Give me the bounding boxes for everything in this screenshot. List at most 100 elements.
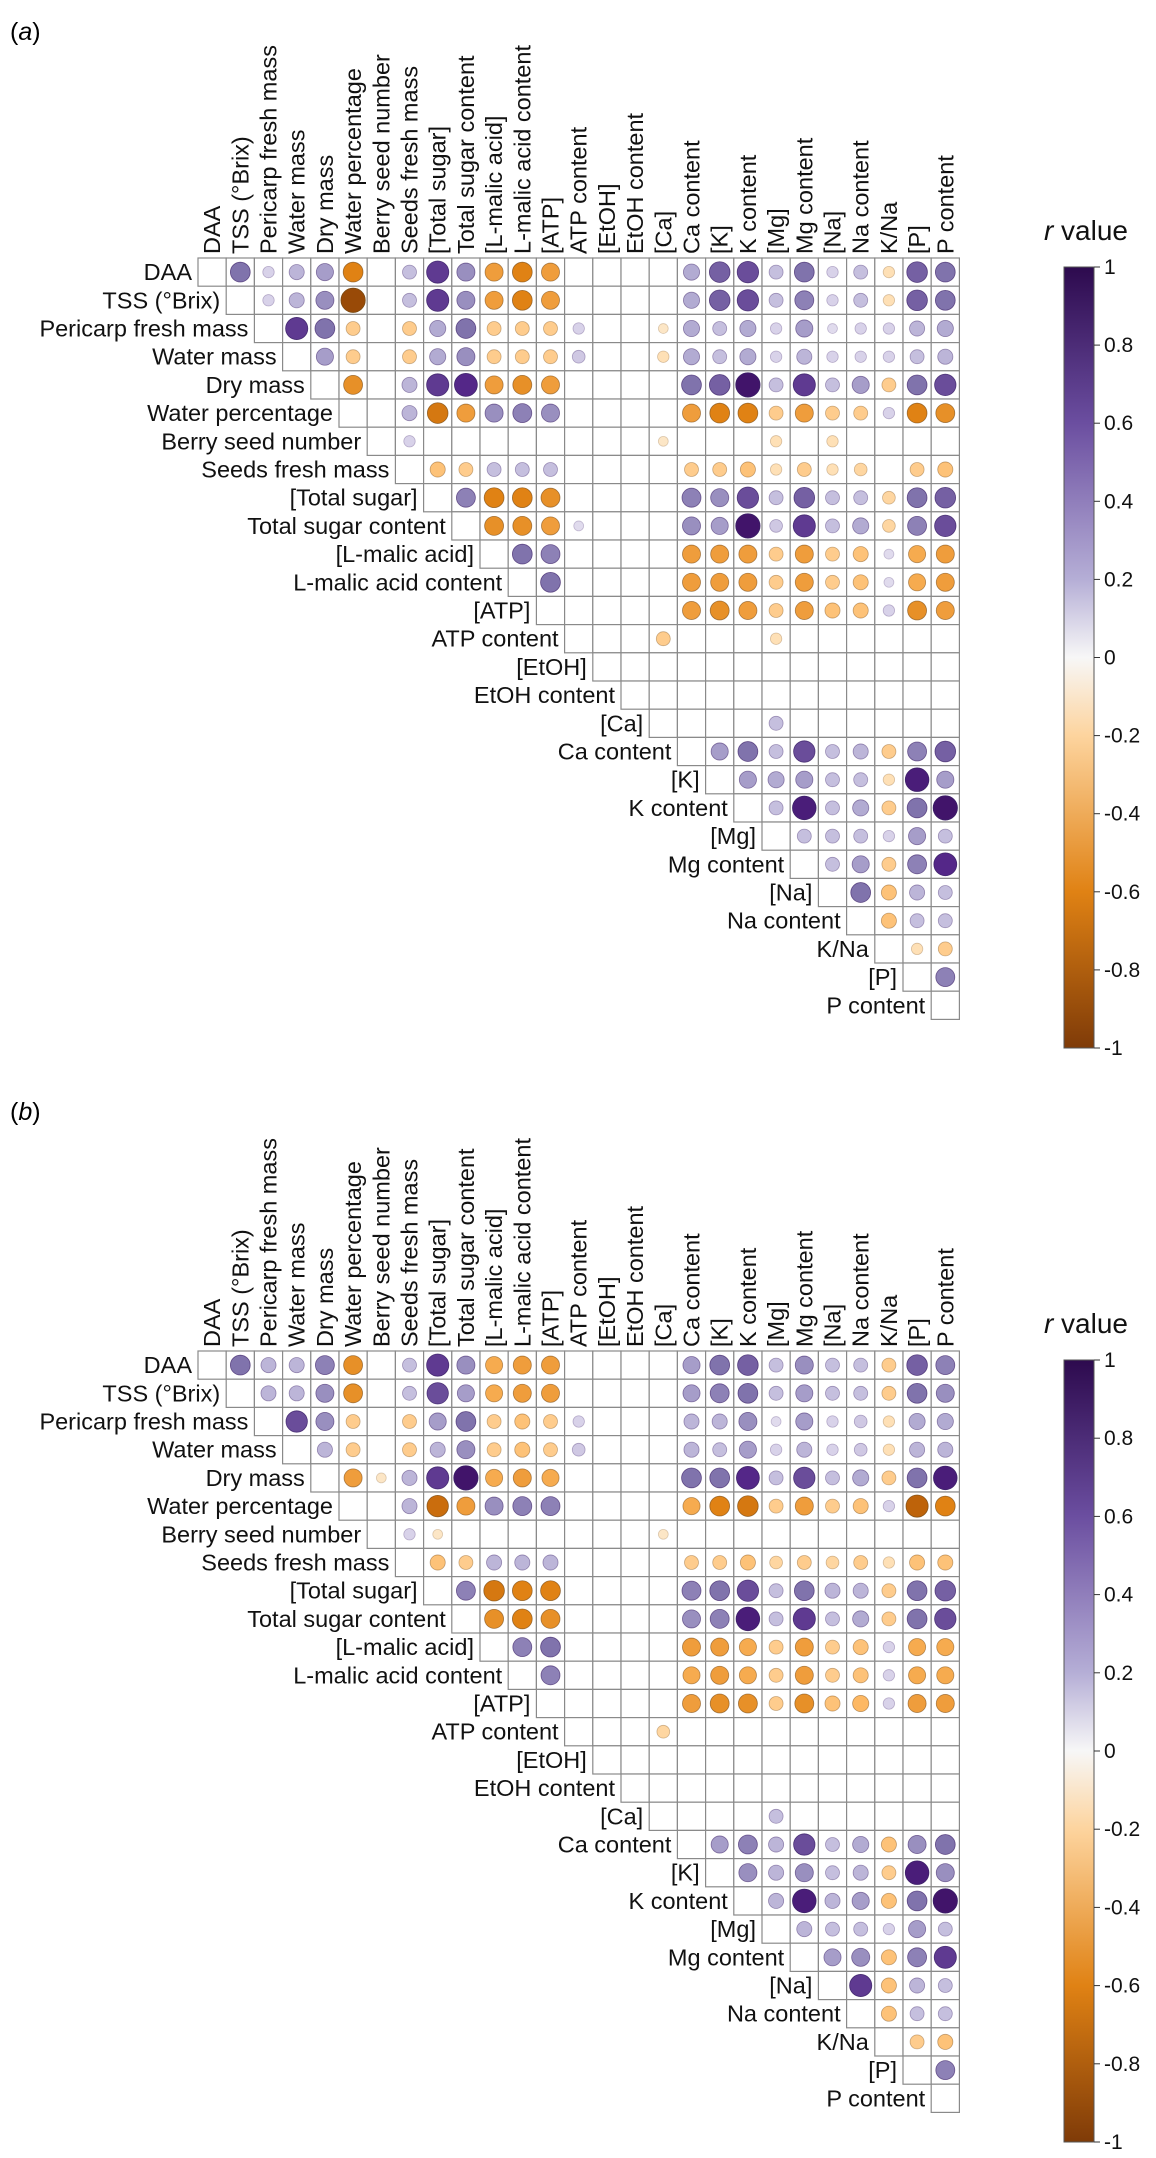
colorbar-tick-label: 1 bbox=[1104, 256, 1116, 279]
column-label: Water percentage bbox=[340, 68, 366, 254]
correlation-dot bbox=[853, 1442, 868, 1457]
correlation-dot bbox=[793, 1466, 816, 1490]
correlation-dot bbox=[906, 1382, 928, 1404]
correlation-dot bbox=[768, 546, 784, 562]
matrix-cell bbox=[648, 1632, 679, 1662]
correlation-dot bbox=[402, 1414, 417, 1429]
correlation-dot bbox=[681, 1580, 702, 1601]
correlation-dot bbox=[735, 513, 761, 539]
matrix-cell bbox=[733, 708, 763, 739]
column-label: Mg content bbox=[791, 137, 817, 254]
matrix-cell bbox=[676, 680, 707, 710]
correlation-dot bbox=[710, 742, 729, 761]
matrix-cell bbox=[845, 1998, 876, 2029]
correlation-dot bbox=[853, 772, 869, 788]
correlation-dot bbox=[826, 463, 839, 476]
row-label: P content bbox=[826, 2085, 925, 2111]
correlation-dot bbox=[288, 1385, 305, 1402]
panel-b: (b) DAA TSS (°Brix) Pericarp fresh mass Wat… bbox=[10, 1098, 1141, 2154]
matrix-cell bbox=[761, 1773, 791, 1803]
correlation-dot bbox=[429, 1554, 446, 1571]
matrix-cell bbox=[563, 1519, 594, 1549]
correlation-dot bbox=[937, 2006, 953, 2022]
correlation-dot bbox=[657, 350, 670, 363]
correlation-dot bbox=[540, 571, 561, 593]
correlation-dot bbox=[825, 1611, 840, 1627]
matrix-cell bbox=[648, 1773, 679, 1803]
matrix-cell bbox=[930, 2083, 961, 2113]
column-label: Ca content bbox=[679, 1233, 705, 1347]
correlation-dot bbox=[345, 321, 361, 336]
matrix-cell bbox=[930, 426, 961, 457]
correlation-dot bbox=[511, 1580, 533, 1602]
matrix-cell bbox=[592, 1434, 622, 1465]
correlation-dot bbox=[571, 349, 586, 364]
correlation-dot bbox=[710, 1835, 729, 1854]
correlation-dot bbox=[909, 320, 926, 337]
matrix-cell bbox=[733, 793, 763, 823]
correlation-dot bbox=[825, 1865, 840, 1881]
matrix-cell bbox=[620, 1434, 650, 1465]
matrix-cell bbox=[733, 1519, 763, 1549]
matrix-cell bbox=[648, 1434, 679, 1465]
correlation-dot bbox=[882, 1556, 896, 1569]
matrix-cell bbox=[733, 426, 763, 457]
correlation-dot bbox=[484, 516, 504, 536]
row-label: [Total sugar] bbox=[290, 1578, 418, 1604]
correlation-dot bbox=[456, 347, 476, 367]
correlation-dot bbox=[882, 1640, 896, 1654]
correlation-dot bbox=[906, 1608, 928, 1630]
correlation-dot bbox=[315, 263, 334, 282]
correlation-dot bbox=[906, 1354, 928, 1376]
colorbar-tick-label: -0.6 bbox=[1104, 881, 1140, 904]
correlation-dot bbox=[543, 462, 558, 477]
row-label: DAA bbox=[144, 259, 193, 285]
correlation-dot bbox=[824, 602, 841, 619]
correlation-dot bbox=[541, 403, 560, 423]
correlation-dot bbox=[934, 261, 956, 283]
matrix-cell bbox=[676, 1829, 707, 1860]
correlation-dot bbox=[792, 1888, 817, 1914]
correlation-dot bbox=[825, 1470, 840, 1486]
correlation-dot bbox=[825, 490, 840, 506]
correlation-dot bbox=[796, 348, 813, 365]
correlation-dot bbox=[935, 1383, 955, 1403]
correlation-dot bbox=[794, 1496, 814, 1516]
matrix-cell bbox=[648, 1745, 679, 1775]
matrix-cell bbox=[874, 426, 904, 457]
correlation-dot bbox=[825, 800, 840, 816]
row-label: [ATP] bbox=[473, 1691, 530, 1717]
matrix-cell bbox=[592, 1519, 622, 1549]
matrix-cell bbox=[874, 1519, 904, 1549]
matrix-cell bbox=[282, 342, 312, 372]
correlation-dot bbox=[851, 375, 870, 394]
matrix-cell bbox=[874, 1745, 904, 1775]
correlation-dot bbox=[429, 320, 447, 337]
row-label: Water percentage bbox=[147, 400, 333, 426]
row-label: [K] bbox=[671, 1860, 700, 1886]
matrix-cell bbox=[676, 708, 707, 739]
correlation-dot bbox=[882, 604, 896, 617]
correlation-dot bbox=[909, 462, 925, 477]
matrix-cell bbox=[592, 313, 622, 344]
correlation-dot bbox=[403, 435, 416, 448]
correlation-dot bbox=[933, 1945, 957, 1969]
correlation-dot bbox=[229, 1354, 251, 1376]
column-label: [Na] bbox=[820, 211, 846, 254]
correlation-dot bbox=[882, 322, 896, 335]
correlation-dot bbox=[853, 292, 869, 308]
colorbar-tick-label: -1 bbox=[1104, 1037, 1123, 1060]
matrix-cell bbox=[620, 567, 650, 598]
correlation-dot bbox=[852, 1610, 870, 1628]
correlation-dot bbox=[768, 715, 784, 731]
correlation-dot bbox=[540, 1609, 561, 1629]
correlation-dot bbox=[683, 1413, 700, 1430]
column-label: Dry mass bbox=[312, 1248, 338, 1347]
colorbar-tick-label: 1 bbox=[1104, 1349, 1116, 1372]
correlation-dot bbox=[770, 1416, 782, 1427]
matrix-cell bbox=[563, 257, 594, 287]
matrix-cell bbox=[563, 483, 594, 513]
correlation-dot bbox=[486, 349, 502, 365]
matrix-cell bbox=[648, 539, 679, 569]
correlation-dot bbox=[908, 1413, 926, 1430]
